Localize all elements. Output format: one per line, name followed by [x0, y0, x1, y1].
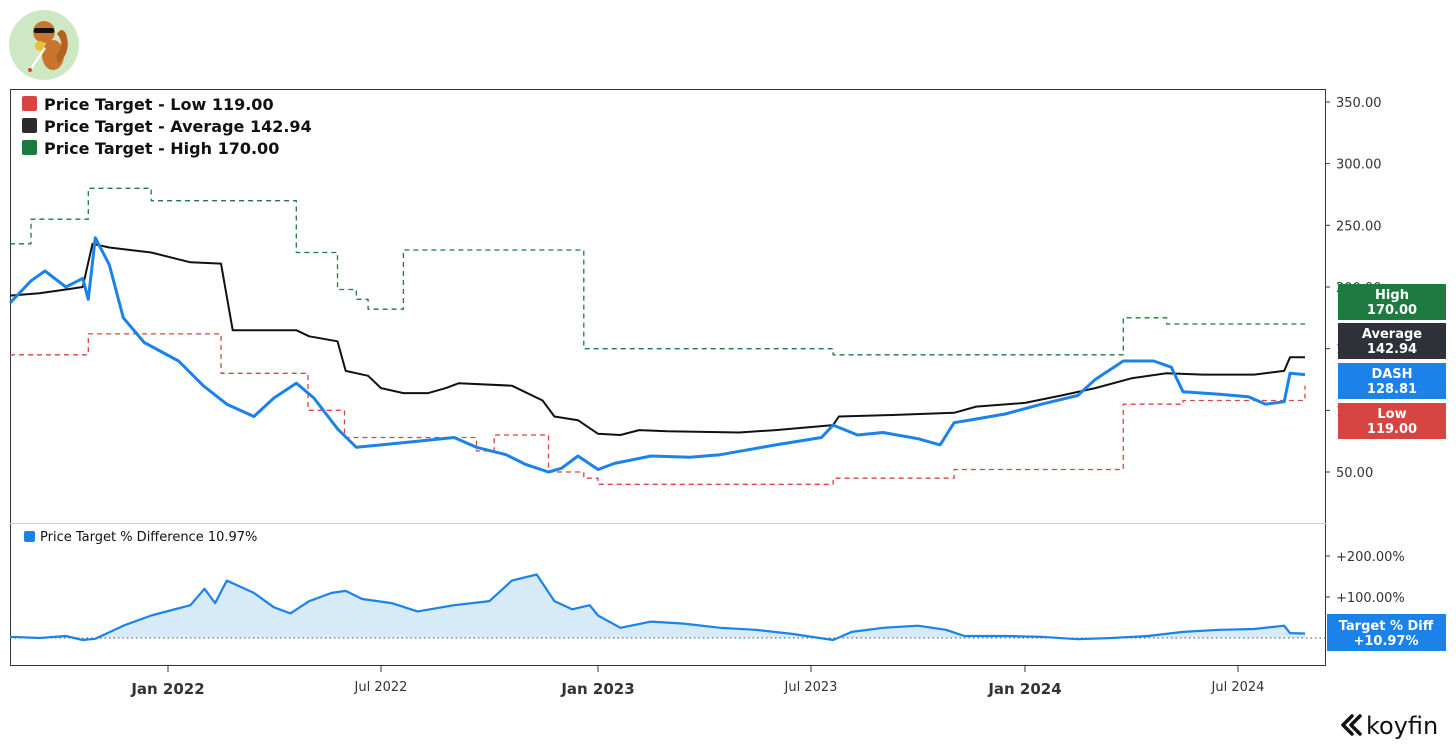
series-line-pct-diff: [9, 573, 1306, 642]
tag-dash-label: DASH: [1371, 367, 1412, 382]
legend-label-pct: Price Target % Difference 10.97%: [40, 530, 257, 545]
tag-low: Low 119.00: [1338, 403, 1446, 439]
brand-name: koyfin: [1366, 712, 1438, 740]
x-tick-label: Jul 2022: [354, 680, 408, 695]
koyfin-chevron-icon: [1341, 714, 1362, 736]
y-tick-label: 250.00: [1336, 219, 1382, 234]
legend-swatch-pct: [24, 531, 35, 542]
pct-series-layer: [9, 573, 1326, 642]
pct-diff-area: [10, 574, 1305, 640]
tag-high-value: 170.00: [1367, 303, 1417, 318]
legend-swatch-average: [22, 118, 37, 133]
main-panel: [10, 89, 1326, 666]
tag-high-label: High: [1375, 288, 1409, 303]
legend-swatch-high: [22, 140, 37, 155]
tag-dash-value: 128.81: [1367, 382, 1417, 397]
legend-item-average: Price Target - Average 142.94: [22, 117, 312, 136]
tag-low-label: Low: [1377, 407, 1406, 422]
legend-label-high: Price Target - High 170.00: [44, 139, 279, 158]
legend-pct: Price Target % Difference 10.97%: [24, 530, 257, 545]
legend-label-average: Price Target - Average 142.94: [44, 117, 312, 136]
legend: Price Target - Low 119.00 Price Target -…: [22, 95, 312, 158]
tag-high: High 170.00: [1338, 284, 1446, 320]
x-tick-label: Jan 2023: [560, 680, 634, 698]
tag-average-value: 142.94: [1367, 342, 1417, 357]
legend-swatch-low: [22, 96, 37, 111]
tag-low-value: 119.00: [1367, 422, 1417, 437]
brand-logo: koyfin: [1341, 712, 1438, 740]
x-tick-label: Jan 2022: [130, 680, 204, 698]
tag-average: Average 142.94: [1338, 323, 1446, 359]
tag-average-label: Average: [1362, 327, 1422, 342]
pct-y-tick-label: +200.00%: [1336, 550, 1405, 565]
pct-y-tick-label: +100.00%: [1336, 591, 1405, 606]
squirrel-mascot-icon: [9, 10, 79, 80]
main-series-layer: [8, 187, 1306, 485]
series-line-price-target-low: [10, 333, 1306, 485]
tag-pct-diff-value: +10.97%: [1353, 634, 1418, 649]
legend-label-low: Price Target - Low 119.00: [44, 95, 274, 114]
x-tick-label: Jan 2024: [987, 680, 1061, 698]
tag-dash: DASH 128.81: [1338, 363, 1446, 399]
legend-item-high: Price Target - High 170.00: [22, 139, 279, 158]
series-line-dash: [8, 236, 1306, 474]
series-line-price-target-average: [9, 242, 1305, 436]
tag-pct-diff-label: Target % Diff: [1339, 619, 1434, 634]
legend-item-low: Price Target - Low 119.00: [22, 95, 274, 114]
y-tick-label: 300.00: [1336, 158, 1382, 173]
series-line-price-target-high: [10, 187, 1305, 356]
x-tick-label: Jul 2023: [784, 680, 838, 695]
y-tick-label: 350.00: [1336, 96, 1382, 111]
x-axis-ticks: Jan 2022 Jul 2022 Jan 2023 Jul 2023 Jan 2024…: [130, 666, 1264, 698]
y-tick-label: 50.00: [1336, 466, 1373, 481]
x-tick-label: Jul 2024: [1211, 680, 1265, 695]
tag-pct-diff: Target % Diff +10.97%: [1327, 614, 1446, 651]
price-tags: High 170.00 Average 142.94 DASH 128.81 L…: [1327, 284, 1446, 651]
